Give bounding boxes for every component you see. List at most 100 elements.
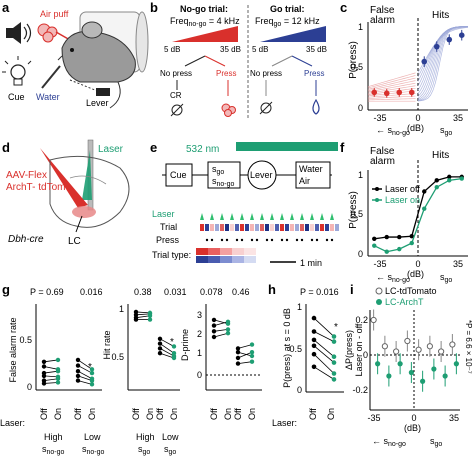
e-laser-pulse bbox=[310, 213, 314, 220]
g-on-label: On bbox=[145, 408, 155, 420]
panel-g: g P = 0.69 0.016 0.38 0.031 0.078 0.46 F… bbox=[0, 282, 262, 456]
panel-b: b No-go trial: Freqno-go = 4 kHz 5 dB 35… bbox=[150, 0, 327, 118]
c-go-point bbox=[433, 43, 440, 50]
g-on-point bbox=[55, 376, 61, 381]
panel-label-d: d bbox=[2, 140, 10, 155]
i-archt-point bbox=[386, 373, 392, 379]
f-legend-off: Laser off bbox=[385, 184, 420, 194]
nogo-db-hi: 35 dB bbox=[220, 45, 241, 54]
i-xtick-0: 0 bbox=[411, 413, 416, 423]
c-xtick-35: 35 bbox=[453, 113, 463, 123]
g-pair-line bbox=[77, 359, 93, 370]
panel-a: a Air puff bbox=[2, 0, 149, 109]
i-pval: *P = 6.6 × 10⁻⁷ bbox=[464, 320, 473, 374]
i-archt-point bbox=[431, 366, 437, 372]
i-plot bbox=[370, 309, 459, 392]
g-off-point bbox=[235, 350, 241, 355]
e-lever: Lever bbox=[250, 170, 273, 180]
g-off-label: Off bbox=[73, 408, 83, 420]
lever-icon bbox=[69, 79, 110, 96]
d-mouse-label: Dbh-cre bbox=[8, 234, 44, 245]
g-pair-line bbox=[43, 375, 59, 378]
e-laser-pulse bbox=[320, 213, 324, 220]
e-trial-type: Trial type: bbox=[152, 250, 191, 260]
panel-label-c: c bbox=[340, 0, 347, 15]
e-laser-pulse bbox=[300, 213, 304, 220]
f-series-point bbox=[434, 185, 439, 190]
panel-label-i: i bbox=[350, 282, 354, 297]
brain-outline bbox=[49, 155, 130, 228]
e-trial-cell bbox=[205, 224, 209, 231]
g-low: Low bbox=[84, 432, 101, 442]
g-pair-line bbox=[43, 382, 59, 384]
i-sgo: s bbox=[430, 436, 435, 446]
f-series-point bbox=[447, 178, 452, 183]
h-pair-line bbox=[313, 331, 335, 342]
h-on-point bbox=[331, 377, 337, 382]
nogo-no-press: No press bbox=[160, 69, 192, 78]
i-legend-1: LC-tdTomato bbox=[385, 286, 437, 296]
e-trial-cell bbox=[300, 224, 304, 231]
i-td-point bbox=[438, 348, 445, 355]
g-s-nogo-2: s bbox=[82, 444, 87, 454]
h-on: On bbox=[326, 408, 336, 420]
null-icon bbox=[259, 101, 273, 115]
g-plot bbox=[41, 309, 255, 387]
e-trial-cell bbox=[200, 224, 204, 231]
c-snogo-sub: no-go bbox=[392, 130, 410, 137]
c-points bbox=[371, 29, 465, 98]
e-trial-cell bbox=[255, 224, 259, 231]
e-cue-box bbox=[165, 163, 193, 187]
g-on-point bbox=[225, 327, 231, 332]
g-nogo-1: no-go bbox=[47, 449, 65, 456]
c-xtick-neg35: -35 bbox=[373, 113, 386, 123]
e-cue: Cue bbox=[170, 170, 187, 180]
e-trial-cell bbox=[270, 224, 274, 231]
c-go-curve bbox=[417, 26, 469, 102]
h-ylabel: P(press) at s = 0 dB bbox=[282, 308, 292, 388]
g-pair-line bbox=[43, 359, 59, 363]
h-ytick-05: 0.5 bbox=[289, 344, 302, 354]
i-xtick-35: 35 bbox=[449, 413, 459, 423]
g-off-label: Off bbox=[131, 408, 141, 420]
f-series-point bbox=[384, 234, 389, 240]
svg-text:sgo: sgo bbox=[430, 436, 442, 448]
e-trial-cell bbox=[315, 224, 319, 231]
e-trial: Trial bbox=[160, 222, 177, 232]
f-xtick-35: 35 bbox=[453, 259, 463, 269]
c-go-point bbox=[458, 32, 465, 38]
e-trial-cell bbox=[310, 224, 314, 231]
panel-c: c False alarm Hits P(press) 1 0.5 0 -35 … bbox=[340, 0, 469, 137]
i-ylabel-2: Laser on - off bbox=[354, 323, 364, 376]
g-s-go-1: s bbox=[138, 444, 143, 454]
h-off-point bbox=[311, 337, 317, 343]
c-ytick-0: 0 bbox=[358, 103, 363, 113]
h-off-point bbox=[311, 329, 317, 334]
cue-light-icon bbox=[2, 56, 32, 86]
svg-text:sgo: sgo bbox=[440, 125, 452, 137]
i-td-point bbox=[404, 337, 411, 345]
c-alarm-label: alarm bbox=[370, 15, 395, 26]
e-trial-cell bbox=[245, 224, 249, 231]
f-series-point bbox=[372, 236, 377, 241]
g-pair-line bbox=[237, 344, 253, 349]
e-trial-type-swatch bbox=[244, 248, 256, 255]
e-trial-cell bbox=[280, 224, 284, 231]
g-off-point bbox=[41, 373, 47, 379]
h-pair-line bbox=[313, 317, 335, 337]
go-db-hi: 35 dB bbox=[306, 45, 327, 54]
g-off-point bbox=[211, 323, 217, 328]
e-press-dot bbox=[205, 238, 209, 242]
svg-text:sgo: sgo bbox=[440, 272, 452, 284]
g-nogo-2: no-go bbox=[87, 449, 105, 456]
g-p3: 0.38 bbox=[134, 287, 152, 297]
h-on-point bbox=[331, 354, 337, 360]
h-off: Off bbox=[308, 408, 318, 420]
laser-bar bbox=[236, 142, 338, 151]
i-archt-point bbox=[397, 361, 403, 367]
panel-i: i LC-tdTomato LC-ArchT ΔP(press) Laser o… bbox=[344, 282, 473, 448]
e-laser-pulse bbox=[270, 213, 274, 220]
f-series-point bbox=[422, 189, 427, 194]
c-xtick-0: 0 bbox=[415, 113, 420, 123]
g-on-point bbox=[249, 359, 255, 364]
